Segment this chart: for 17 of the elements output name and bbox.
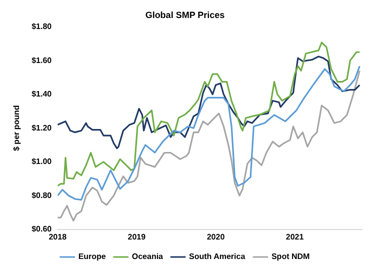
x-tick-label: 2021 [286,232,304,242]
legend-label: Spot NDM [271,252,310,262]
y-tick-label: $1.80 [32,22,52,32]
y-tick-label: $1.20 [32,123,52,132]
legend-label: South America [189,252,246,262]
x-tick-label: 2019 [128,232,146,242]
y-tick-label: $1.60 [32,56,52,65]
legend-label: Europe [78,252,106,262]
y-tick-label: $1.40 [32,90,52,99]
legend-label: Oceania [132,252,164,262]
x-tick-label: 2020 [206,232,226,242]
y-axis-title: $ per pound [12,105,22,151]
y-tick-label: $0.80 [32,190,52,200]
y-tick-label: $1.00 [32,157,52,166]
y-tick-label: $0.60 [32,224,52,234]
x-tick-label: 2018 [48,232,68,242]
chart-title: Global SMP Prices [145,10,225,20]
